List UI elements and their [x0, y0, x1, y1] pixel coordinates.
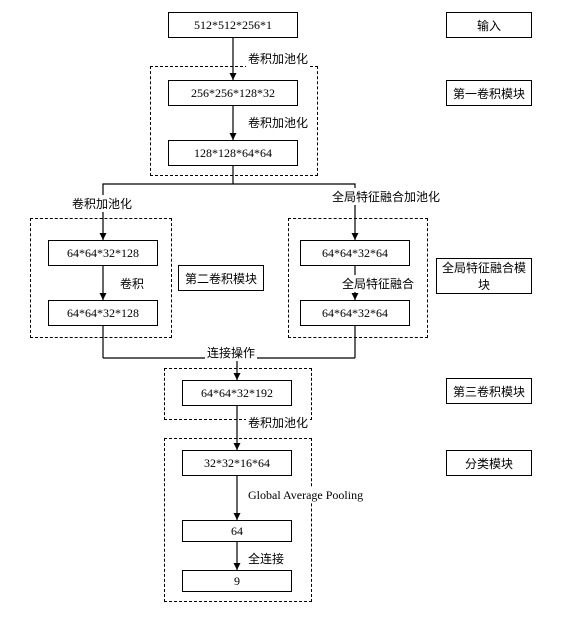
node-label: 第一卷积模块 — [453, 85, 525, 102]
node-label: 全局特征融合模块 — [441, 259, 527, 293]
node-leg_gf: 全局特征融合模块 — [436, 258, 532, 294]
node-n_cat: 64*64*32*192 — [182, 380, 292, 406]
edge-label: Global Average Pooling — [246, 488, 365, 503]
edge-label: 卷积加池化 — [246, 114, 310, 131]
node-label: 64*64*32*192 — [201, 386, 273, 401]
node-leg_m3: 第三卷积模块 — [446, 378, 532, 404]
node-n_input: 512*512*256*1 — [168, 12, 298, 38]
node-n_g2: 64*64*32*64 — [300, 300, 410, 326]
node-label: 9 — [234, 574, 240, 589]
node-label: 第二卷积模块 — [185, 270, 257, 287]
node-n_c1a: 256*256*128*32 — [168, 80, 298, 106]
node-label: 64*64*32*64 — [322, 306, 388, 321]
node-n_g1: 64*64*32*64 — [300, 240, 410, 266]
node-label: 128*128*64*64 — [194, 146, 272, 161]
node-n_c1b: 128*128*64*64 — [168, 140, 298, 166]
node-label: 32*32*16*64 — [204, 456, 270, 471]
node-leg_m1: 第一卷积模块 — [446, 80, 532, 106]
node-leg_cls: 分类模块 — [446, 450, 532, 476]
node-leg_in: 输入 — [446, 12, 532, 38]
edge-label: 卷积加池化 — [246, 50, 310, 67]
node-label: 64*64*32*128 — [67, 306, 139, 321]
node-label: 分类模块 — [465, 455, 513, 472]
edge-label: 卷积加池化 — [70, 195, 134, 212]
node-n_cls3: 9 — [182, 570, 292, 592]
node-label: 64*64*32*128 — [67, 246, 139, 261]
node-label: 512*512*256*1 — [194, 18, 272, 33]
edge-label: 全局特征融合 — [340, 275, 416, 292]
node-label: 64*64*32*64 — [322, 246, 388, 261]
node-n_cls2: 64 — [182, 520, 292, 542]
node-label: 256*256*128*32 — [191, 86, 275, 101]
node-label: 64 — [231, 524, 243, 539]
node-label: 输入 — [477, 17, 501, 34]
node-label: 第三卷积模块 — [453, 383, 525, 400]
node-n_c2b: 64*64*32*128 — [48, 300, 158, 326]
edge-label: 全连接 — [246, 550, 286, 567]
edge-label: 连接操作 — [205, 344, 257, 361]
edge-label: 卷积 — [118, 275, 146, 292]
edge-label: 卷积加池化 — [246, 414, 310, 431]
edge-label: 全局特征融合加池化 — [330, 188, 442, 205]
node-m2_lbl: 第二卷积模块 — [178, 265, 264, 291]
node-n_cls1: 32*32*16*64 — [182, 450, 292, 476]
node-n_c2a: 64*64*32*128 — [48, 240, 158, 266]
